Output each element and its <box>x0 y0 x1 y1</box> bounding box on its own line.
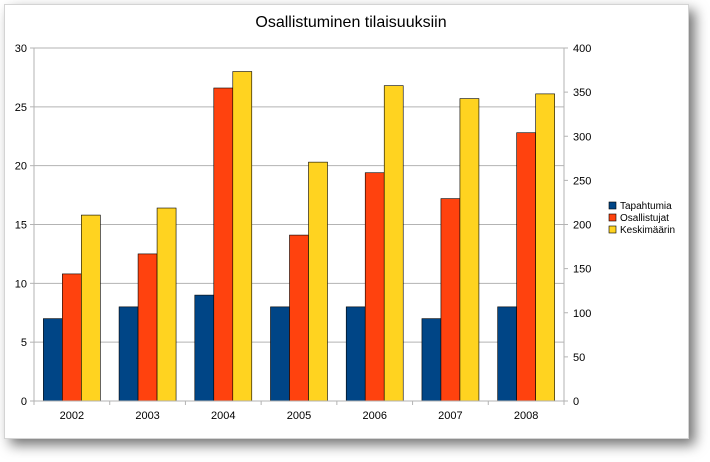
bar-tapahtumia-2003 <box>118 306 139 402</box>
y2-axis-ticks: 0 50 100 150 200 250 300 350 400 <box>564 43 591 408</box>
x-tick-label: 2004 <box>211 410 235 422</box>
legend-label: Keskimäärin <box>620 225 675 236</box>
y-tick-label: 25 <box>15 102 27 114</box>
y2-tick-label: 250 <box>573 175 591 187</box>
y2-tick-label: 200 <box>573 220 591 232</box>
bar-osallistujat-2002 <box>62 273 82 402</box>
bar-tapahtumia-2007 <box>421 318 442 402</box>
bar-tapahtumia-2008 <box>497 306 517 402</box>
bar-tapahtumia-2005 <box>270 306 290 402</box>
bar-keskim-rin-2008 <box>535 93 555 402</box>
y2-tick-label: 300 <box>573 131 591 143</box>
y2-tick-label: 350 <box>573 87 591 99</box>
y-tick-label: 0 <box>21 396 27 408</box>
legend-label: Tapahtumia <box>620 201 672 212</box>
bar-osallistujat-2008 <box>516 132 536 402</box>
bar-tapahtumia-2004 <box>194 294 215 402</box>
bar-osallistujat-2003 <box>137 253 158 402</box>
x-tick-label: 2002 <box>60 410 84 422</box>
x-tick-label: 2006 <box>362 410 386 422</box>
x-axis-ticks: 2002 2003 2004 2005 2006 2007 2008 <box>33 401 565 422</box>
bar-tapahtumia-2006 <box>345 306 366 402</box>
y2-tick-label: 50 <box>573 352 585 364</box>
y2-tick-label: 150 <box>573 264 591 276</box>
y-tick-label: 10 <box>15 278 27 290</box>
legend-swatch <box>608 213 617 222</box>
bar-keskim-rin-2005 <box>308 161 328 402</box>
bar-keskim-rin-2004 <box>232 71 253 402</box>
bar-tapahtumia-2002 <box>43 318 63 402</box>
y-tick-label: 5 <box>21 337 27 349</box>
y-tick-label: 15 <box>15 220 27 232</box>
bar-osallistujat-2006 <box>364 172 385 402</box>
bar-osallistujat-2007 <box>440 198 461 402</box>
bar-keskim-rin-2007 <box>459 98 480 402</box>
bar-osallistujat-2005 <box>289 234 309 402</box>
bar-osallistujat-2004 <box>213 87 234 402</box>
y-tick-label: 30 <box>15 43 27 55</box>
chart-title: Osallistuminen tilaisuuksiin <box>255 14 446 31</box>
y2-tick-label: 400 <box>573 43 591 55</box>
y2-tick-label: 100 <box>573 308 591 320</box>
bars <box>43 71 555 402</box>
y-axis-ticks: 0 5 10 15 20 25 30 <box>15 43 34 408</box>
legend-swatch <box>608 201 617 210</box>
bar-keskim-rin-2003 <box>156 207 177 402</box>
bar-keskim-rin-2006 <box>383 85 404 402</box>
legend-swatch <box>608 225 617 234</box>
x-tick-label: 2003 <box>135 410 159 422</box>
y2-tick-label: 0 <box>573 396 579 408</box>
x-tick-label: 2008 <box>514 410 538 422</box>
x-tick-label: 2005 <box>287 410 311 422</box>
legend-label: Osallistujat <box>620 213 669 224</box>
y-tick-label: 20 <box>15 161 27 173</box>
bar-keskim-rin-2002 <box>81 214 101 402</box>
x-tick-label: 2007 <box>438 410 462 422</box>
